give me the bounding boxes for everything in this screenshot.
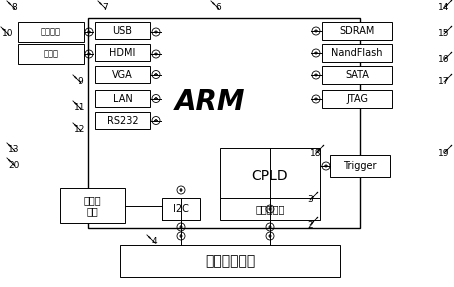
- Bar: [322, 44, 392, 62]
- Text: 2: 2: [307, 220, 313, 230]
- Bar: [330, 155, 390, 177]
- Text: LAN: LAN: [113, 94, 133, 104]
- Text: 6: 6: [215, 3, 221, 13]
- Bar: [88, 18, 360, 228]
- Bar: [95, 44, 150, 61]
- Text: 8: 8: [11, 3, 17, 13]
- Text: 14: 14: [438, 3, 450, 13]
- Text: RS232: RS232: [107, 115, 138, 125]
- Text: Trigger: Trigger: [343, 161, 377, 171]
- Bar: [60, 188, 125, 223]
- Bar: [162, 198, 200, 220]
- Text: 10: 10: [2, 30, 14, 38]
- Text: 3: 3: [307, 195, 313, 205]
- Text: 4: 4: [151, 238, 157, 247]
- Text: NandFlash: NandFlash: [331, 48, 383, 58]
- Text: I2C: I2C: [173, 204, 189, 214]
- Text: USB: USB: [113, 26, 133, 36]
- Text: JTAG: JTAG: [346, 94, 368, 104]
- Text: 15: 15: [438, 30, 450, 38]
- Text: 功率发射电路: 功率发射电路: [205, 254, 255, 268]
- Text: 11: 11: [74, 104, 86, 113]
- Bar: [95, 22, 150, 39]
- Text: 19: 19: [438, 148, 450, 158]
- Text: ARM: ARM: [175, 88, 246, 116]
- Text: 13: 13: [8, 146, 20, 154]
- Text: VGA: VGA: [112, 69, 133, 79]
- Text: HDMI: HDMI: [109, 48, 136, 57]
- Text: 7: 7: [102, 3, 108, 13]
- Text: 17: 17: [438, 77, 450, 86]
- Bar: [220, 148, 320, 203]
- Bar: [322, 90, 392, 108]
- Bar: [95, 112, 150, 129]
- Text: 20: 20: [8, 160, 20, 170]
- Text: SATA: SATA: [345, 70, 369, 80]
- Text: 自定义总线: 自定义总线: [255, 204, 285, 214]
- Bar: [95, 90, 150, 107]
- Text: 16: 16: [438, 55, 450, 65]
- Text: 18: 18: [310, 148, 322, 158]
- Text: CPLD: CPLD: [252, 168, 288, 183]
- Bar: [95, 66, 150, 83]
- Text: 控制板
电源: 控制板 电源: [84, 195, 101, 216]
- Bar: [18, 44, 84, 64]
- Text: 显示器: 显示器: [44, 49, 59, 59]
- Bar: [220, 198, 320, 220]
- Bar: [322, 22, 392, 40]
- Text: 9: 9: [77, 77, 83, 86]
- Text: 12: 12: [74, 125, 86, 135]
- Text: 键盘鼠标: 键盘鼠标: [41, 28, 61, 36]
- Bar: [18, 22, 84, 42]
- Bar: [120, 245, 340, 277]
- Bar: [322, 66, 392, 84]
- Text: SDRAM: SDRAM: [339, 26, 375, 36]
